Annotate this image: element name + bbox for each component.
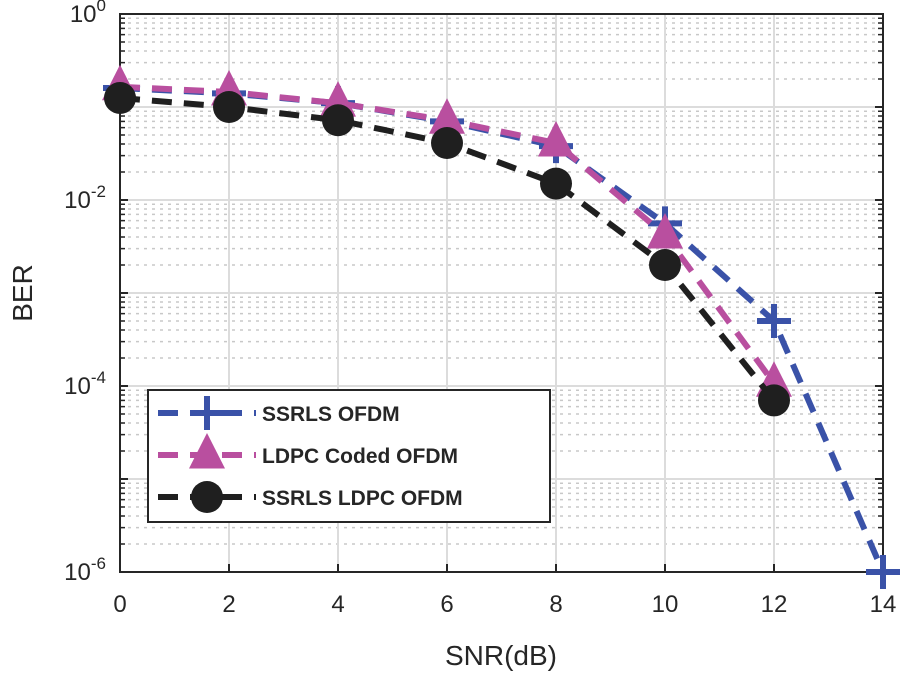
legend: SSRLS OFDM LDPC Coded OFDM SSRLS LDPC OFDM [147,389,551,523]
legend-item: SSRLS LDPC OFDM [158,481,463,513]
plus-marker [757,303,791,338]
y-tick-label: 100 [70,0,106,28]
circle-marker [758,384,790,417]
x-tick-label: 14 [870,591,897,618]
y-tick-label: 10-4 [64,368,106,400]
circle-marker [104,81,136,114]
x-tick-label: 4 [331,591,344,618]
triangle-marker [189,433,225,469]
triangle-marker [538,121,574,157]
plus-marker [190,396,224,430]
legend-label: SSRLS OFDM [262,403,400,426]
circle-marker [322,104,354,137]
plus-marker [866,555,900,589]
y-tick-label: 10-6 [64,554,106,586]
circle-marker [649,249,681,282]
legend-label: LDPC Coded OFDM [262,445,458,468]
x-tick-label: 0 [113,591,126,618]
x-tick-label: 10 [652,591,679,618]
axes: 0 2 4 6 8 10 12 14 100 10-2 10-4 10-6 [64,0,896,618]
series-ssrls-ldpc-ofdm [104,81,790,417]
legend-label: SSRLS LDPC OFDM [262,487,463,510]
x-tick-label: 6 [440,591,453,618]
legend-item: SSRLS OFDM [158,396,400,430]
y-tick-label: 10-2 [64,182,106,214]
circle-marker [540,167,572,200]
triangle-marker [429,98,465,134]
circle-marker [431,127,463,160]
triangle-marker [647,213,683,249]
x-axis-label: SNR(dB) [445,640,557,671]
x-tick-label: 8 [549,591,562,618]
x-tick-label: 12 [761,591,788,618]
x-tick-label: 2 [222,591,235,618]
y-axis-label: BER [7,264,38,322]
legend-item: LDPC Coded OFDM [158,433,458,469]
circle-marker [191,481,223,513]
circle-marker [213,91,245,123]
series-group [102,64,900,589]
